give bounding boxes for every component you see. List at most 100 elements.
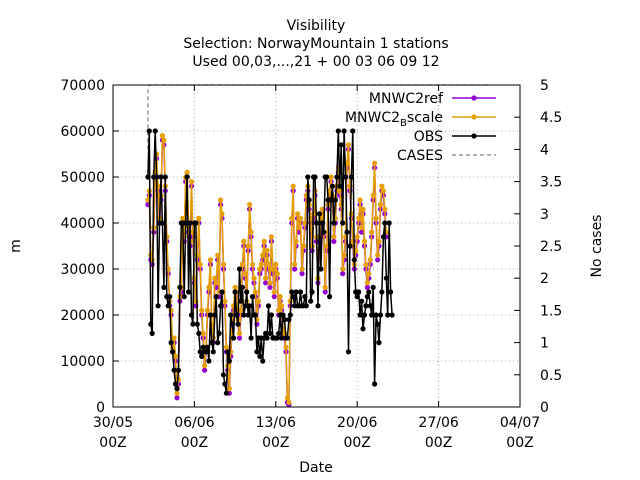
data-point — [379, 183, 385, 189]
data-point — [356, 215, 362, 221]
data-point — [302, 294, 308, 300]
data-point — [351, 257, 357, 263]
data-point — [389, 312, 395, 318]
data-point — [223, 390, 229, 396]
y-tick-label: 10000 — [60, 354, 105, 370]
data-point — [382, 206, 388, 212]
data-point — [350, 128, 356, 134]
data-point — [145, 174, 151, 180]
data-point — [366, 289, 372, 295]
data-point — [193, 220, 199, 226]
data-point — [379, 289, 385, 295]
data-point — [284, 335, 290, 341]
data-point — [373, 215, 379, 221]
data-point — [155, 303, 161, 309]
data-point — [229, 321, 235, 327]
data-point — [242, 271, 248, 277]
x-tick-sublabel: 00Z — [343, 435, 370, 451]
data-point — [149, 330, 155, 336]
data-point — [338, 142, 344, 148]
x-tick-sublabel: 00Z — [262, 435, 289, 451]
data-point — [234, 312, 240, 318]
data-point — [367, 303, 373, 309]
data-point — [174, 390, 180, 396]
data-point — [238, 298, 244, 304]
data-point — [372, 381, 378, 387]
data-point — [263, 280, 269, 286]
data-point — [225, 349, 231, 355]
data-point — [369, 312, 375, 318]
data-point — [366, 271, 372, 277]
data-point — [376, 238, 382, 244]
x-tick-label: 04/07 — [500, 415, 540, 431]
data-point — [328, 197, 334, 203]
data-point — [241, 312, 247, 318]
data-point — [242, 303, 248, 309]
data-point — [359, 225, 365, 231]
y-axis-label: m — [8, 239, 24, 253]
data-point — [386, 220, 392, 226]
data-point — [247, 202, 253, 208]
data-point — [297, 289, 304, 295]
data-point — [360, 326, 366, 332]
y-tick-label: 50000 — [60, 170, 105, 186]
data-point — [377, 202, 384, 208]
x-tick-sublabel: 00Z — [181, 435, 208, 451]
data-point — [249, 261, 256, 267]
data-point — [268, 234, 274, 240]
data-point — [348, 174, 354, 180]
data-point — [248, 229, 254, 235]
data-point — [238, 307, 244, 313]
data-point — [226, 386, 232, 392]
data-point — [235, 321, 241, 327]
data-point — [257, 353, 263, 359]
data-point — [206, 358, 212, 364]
data-point — [322, 284, 328, 290]
data-point — [274, 271, 280, 277]
legend-entry: MNWC2Bscale — [345, 110, 496, 129]
y2-tick-label: 1 — [540, 336, 549, 352]
data-point — [267, 330, 273, 336]
y2-tick-label: 4.5 — [540, 110, 562, 126]
data-point — [186, 289, 192, 295]
legend-entry: MNWC2ref — [369, 91, 496, 107]
data-point — [206, 284, 212, 290]
tick-layer: 30/05 00Z 06/06 00Z 13/06 00Z 20/06 00Z 27/06 00Z… — [60, 78, 562, 451]
data-point — [175, 367, 181, 373]
data-point — [199, 307, 205, 313]
legend-marker — [471, 133, 477, 139]
data-point — [297, 215, 304, 221]
data-point — [207, 257, 213, 263]
data-point — [286, 317, 292, 323]
data-point — [375, 252, 381, 258]
x-tick-sublabel: 00Z — [99, 435, 126, 451]
x-tick-label: 06/06 — [174, 415, 214, 431]
data-point — [364, 284, 370, 290]
data-point — [236, 266, 243, 272]
series-obs — [145, 128, 395, 396]
data-point — [236, 330, 243, 336]
data-point — [289, 289, 295, 295]
data-point — [172, 353, 179, 359]
data-point — [345, 349, 352, 355]
data-point — [337, 188, 343, 194]
data-point — [255, 298, 261, 304]
data-point — [274, 335, 280, 341]
data-point — [363, 261, 369, 267]
legend-label: CASES — [397, 148, 443, 164]
data-point — [309, 289, 315, 295]
data-point — [299, 266, 305, 272]
data-point — [382, 220, 388, 226]
data-point — [303, 303, 309, 309]
data-point — [171, 335, 177, 341]
data-point — [249, 294, 256, 300]
data-point — [324, 243, 330, 249]
data-point — [324, 174, 330, 180]
legend-entry: OBS — [414, 129, 496, 145]
data-point — [222, 381, 228, 387]
data-point — [245, 243, 251, 249]
x-tick-label: 27/06 — [418, 415, 458, 431]
data-point — [354, 294, 360, 300]
data-point — [204, 307, 211, 313]
